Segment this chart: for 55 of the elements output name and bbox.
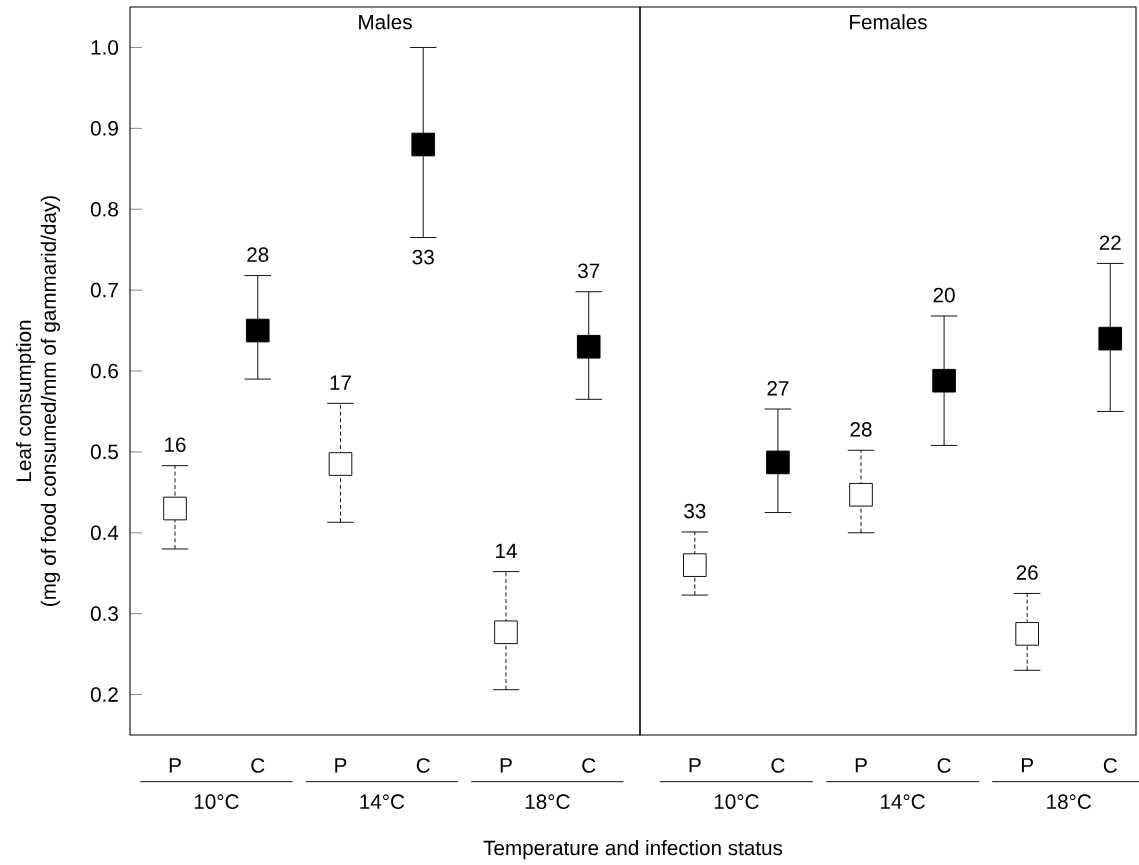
x-tick-label: P bbox=[1021, 758, 1033, 773]
y-tick-label: 0.4 bbox=[90, 525, 119, 541]
annotation: 28 bbox=[247, 247, 269, 262]
annotation: 16 bbox=[165, 437, 186, 453]
text: 14°C bbox=[360, 794, 405, 809]
chart-title: Males bbox=[359, 14, 412, 30]
x-tick-label: P bbox=[335, 758, 347, 773]
y-tick-label: 1.0 bbox=[91, 40, 119, 55]
x-tick-label: P bbox=[855, 758, 867, 773]
point bbox=[766, 450, 790, 475]
y-tick-label: 0.8 bbox=[90, 201, 118, 217]
annotation: 33 bbox=[684, 503, 706, 519]
text: 14°C bbox=[881, 794, 925, 809]
y-tick-label: 0.9 bbox=[90, 121, 118, 136]
x-tick-label: C bbox=[937, 758, 951, 773]
annotation: 27 bbox=[767, 380, 789, 396]
point bbox=[576, 334, 601, 359]
text: 18°C bbox=[1047, 794, 1091, 809]
y-tick-label: 0.3 bbox=[90, 606, 118, 621]
y-tick-label: 0.2 bbox=[90, 687, 118, 702]
point bbox=[1098, 326, 1123, 351]
annotation: 37 bbox=[578, 263, 600, 279]
point bbox=[849, 482, 873, 507]
annotation: 26 bbox=[1016, 565, 1038, 580]
x-tick-label: C bbox=[582, 758, 596, 773]
x-tick-label: P bbox=[169, 758, 181, 773]
annotation: 22 bbox=[1099, 235, 1121, 250]
y-tick-label: 0.6 bbox=[90, 363, 118, 379]
x-tick-label: C bbox=[771, 758, 785, 773]
point bbox=[494, 620, 518, 645]
y-axis-title: Leaf consumption (mg of food consumed/mm of gammarid/day) bbox=[15, 196, 61, 606]
y-tick-label: 0.5 bbox=[90, 444, 118, 460]
point bbox=[328, 452, 353, 476]
x-tick-label: C bbox=[416, 758, 430, 773]
point bbox=[163, 496, 187, 521]
annotation: 17 bbox=[330, 375, 351, 390]
annotation: 33 bbox=[412, 249, 434, 265]
annotation: 20 bbox=[933, 287, 955, 303]
text: 18°C bbox=[525, 794, 570, 809]
point bbox=[245, 318, 270, 343]
x-tick-label: P bbox=[689, 758, 701, 773]
annotation: 14 bbox=[496, 543, 517, 559]
point bbox=[932, 368, 956, 393]
x-tick-label: P bbox=[500, 758, 512, 773]
point bbox=[411, 132, 436, 157]
text: 10°C bbox=[194, 794, 239, 809]
annotation: 28 bbox=[850, 422, 872, 437]
point bbox=[1015, 622, 1039, 646]
point bbox=[683, 553, 707, 577]
chart-title: Females bbox=[850, 14, 927, 30]
text: 10°C bbox=[714, 794, 759, 809]
y-tick-label: 0.7 bbox=[90, 282, 118, 298]
x-axis-title: Temperature and infection status bbox=[483, 840, 783, 860]
x-tick-label: C bbox=[251, 758, 265, 773]
x-tick-label: C bbox=[1103, 758, 1117, 773]
